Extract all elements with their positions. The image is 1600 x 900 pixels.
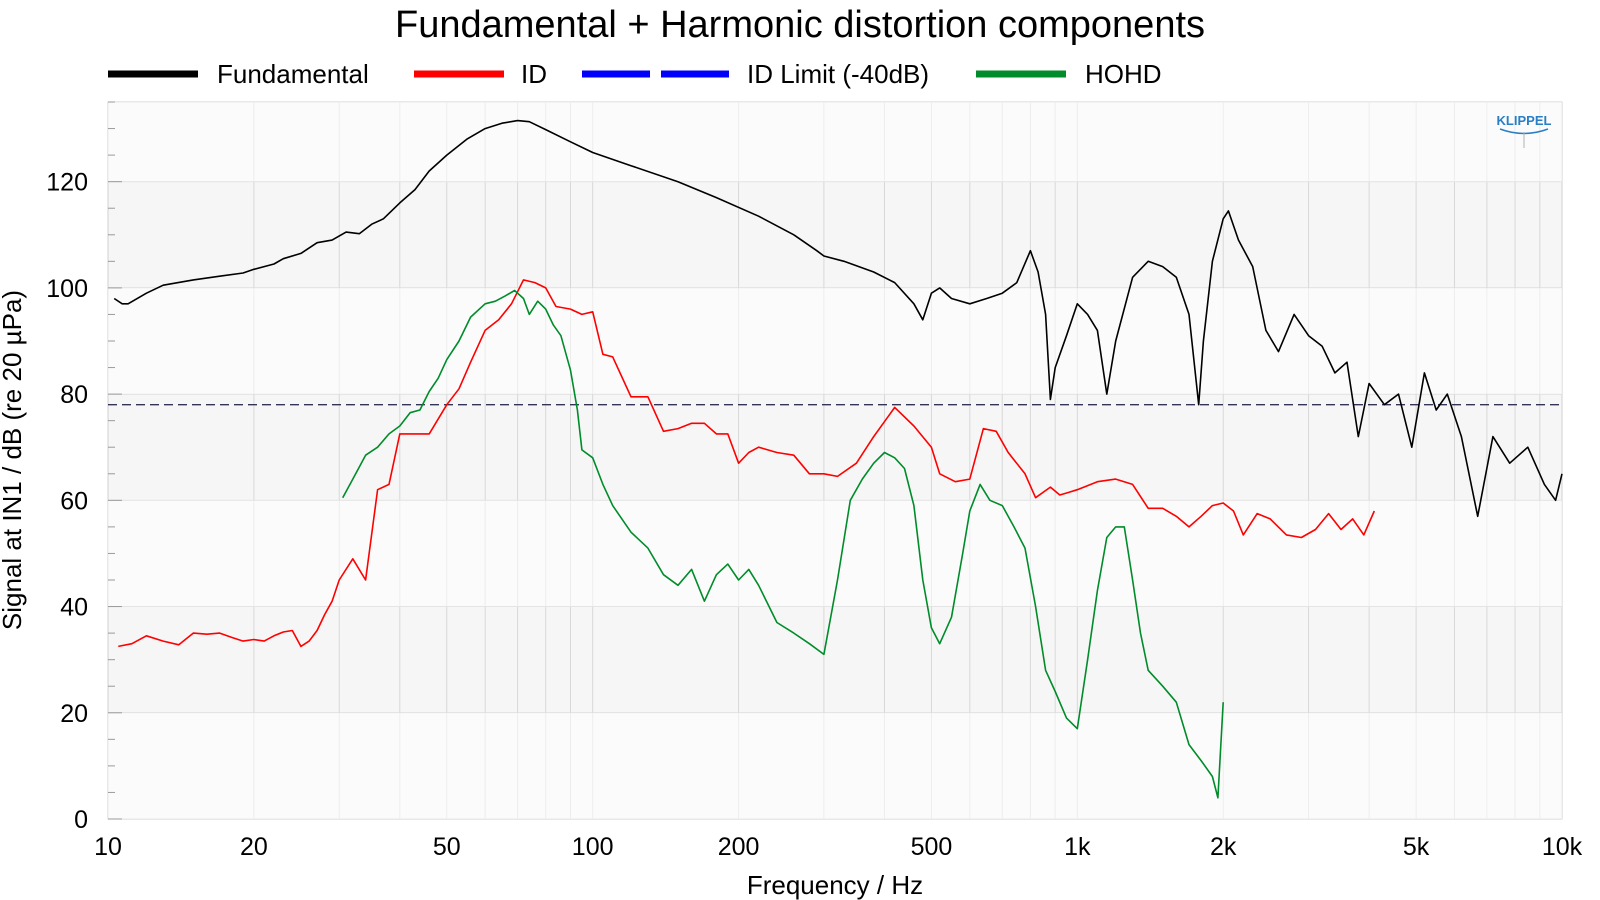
y-tick-label: 60 [60,487,88,515]
y-tick-label: 120 [46,169,88,197]
x-tick-label: 20 [240,833,268,861]
x-tick-labels: 10 20 50 100 200 500 1k 2k 5k 10k [94,833,1583,861]
series-line-hohd [341,289,1224,799]
y-tick-label: 20 [60,700,88,728]
x-tick-label: 50 [433,833,461,861]
x-tick-label: 5k [1403,833,1430,861]
legend-label: ID [521,59,547,89]
x-tick-label: 2k [1210,833,1237,861]
y-axis-label: Signal at IN1 / dB (re 20 µPa) [0,290,27,630]
y-tick-label: 100 [46,275,88,303]
plot-area [107,101,1563,820]
series-line-id [118,279,1376,648]
x-tick-label: 10 [94,833,122,861]
klippel-logo: KLIPPEL [1497,113,1552,148]
x-tick-label: 1k [1064,833,1091,861]
x-tick-label: 500 [911,833,953,861]
legend-label: ID Limit (-40dB) [747,59,929,89]
chart-title: Fundamental + Harmonic distortion compon… [395,4,1205,46]
y-tick-label: 0 [74,806,88,834]
svg-text:KLIPPEL: KLIPPEL [1497,113,1552,128]
grid-band [108,500,1562,607]
series-line-fundamental [113,119,1563,518]
grid-band [108,712,1562,819]
x-tick-label: 100 [572,833,614,861]
x-tick-label: 200 [718,833,760,861]
series-layer [108,119,1563,799]
x-axis-label: Frequency / Hz [747,870,923,900]
grid-band [108,102,1562,182]
grid-band [108,287,1562,395]
grid [108,102,1562,819]
legend: Fundamental ID ID Limit (-40dB) HOHD [108,59,1162,89]
legend-label: HOHD [1085,59,1162,89]
minor-ticks [108,101,122,820]
y-tick-labels: 0 20 40 60 80 100 120 [46,169,88,834]
y-tick-label: 80 [60,381,88,409]
y-tick-label: 40 [60,594,88,622]
legend-label: Fundamental [217,59,369,89]
x-tick-label: 10k [1542,833,1583,861]
